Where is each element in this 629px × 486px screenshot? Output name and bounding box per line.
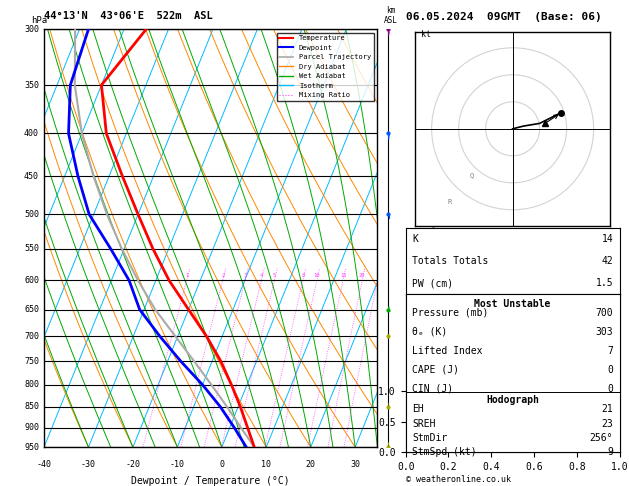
Text: –6: –6 bbox=[381, 195, 391, 204]
Text: –2: –2 bbox=[381, 381, 391, 389]
Text: Totals Totals: Totals Totals bbox=[412, 256, 489, 266]
Text: 900: 900 bbox=[24, 423, 39, 432]
Text: 256°: 256° bbox=[589, 433, 613, 443]
Text: 300: 300 bbox=[596, 333, 613, 343]
Text: 42: 42 bbox=[601, 256, 613, 266]
Text: –1: –1 bbox=[381, 415, 391, 424]
Text: –3: –3 bbox=[381, 332, 391, 341]
Text: 20: 20 bbox=[306, 460, 316, 469]
Text: -20: -20 bbox=[125, 460, 140, 469]
Text: 23: 23 bbox=[601, 418, 613, 429]
Text: -10: -10 bbox=[170, 460, 185, 469]
Text: 0: 0 bbox=[607, 365, 613, 375]
Text: 7.3: 7.3 bbox=[596, 307, 613, 317]
Text: Dewpoint / Temperature (°C): Dewpoint / Temperature (°C) bbox=[131, 476, 290, 486]
Text: 400: 400 bbox=[24, 129, 39, 138]
Text: θₑ(K): θₑ(K) bbox=[412, 333, 442, 343]
Text: 3: 3 bbox=[243, 274, 247, 278]
Text: –4: –4 bbox=[381, 294, 391, 303]
Text: Mixing Ratio (g/kg): Mixing Ratio (g/kg) bbox=[430, 191, 438, 286]
Text: hPa: hPa bbox=[31, 16, 47, 25]
Text: km
ASL: km ASL bbox=[384, 5, 398, 25]
Text: 15: 15 bbox=[340, 274, 347, 278]
Text: 06.05.2024  09GMT  (Base: 06): 06.05.2024 09GMT (Base: 06) bbox=[406, 12, 601, 22]
Text: θₑ (K): θₑ (K) bbox=[412, 327, 447, 337]
Text: 750: 750 bbox=[24, 357, 39, 366]
Text: 303: 303 bbox=[596, 327, 613, 337]
Text: LCL: LCL bbox=[381, 439, 396, 448]
Text: -30: -30 bbox=[81, 460, 96, 469]
Text: 10: 10 bbox=[314, 274, 320, 278]
Text: Lifted Index: Lifted Index bbox=[412, 346, 482, 356]
Text: 700: 700 bbox=[24, 332, 39, 341]
Text: 30: 30 bbox=[350, 460, 360, 469]
Text: EH: EH bbox=[412, 404, 424, 415]
Text: Surface: Surface bbox=[492, 300, 533, 310]
Text: PW (cm): PW (cm) bbox=[412, 278, 454, 288]
Text: –5: –5 bbox=[381, 251, 391, 260]
Text: CIN (J): CIN (J) bbox=[412, 372, 454, 382]
Text: 20: 20 bbox=[359, 274, 365, 278]
Text: Dewp (°C): Dewp (°C) bbox=[412, 320, 465, 330]
Text: 5: 5 bbox=[273, 274, 276, 278]
Text: 800: 800 bbox=[24, 381, 39, 389]
Text: 450: 450 bbox=[24, 172, 39, 181]
Text: CAPE (J): CAPE (J) bbox=[412, 365, 459, 375]
Text: Q: Q bbox=[469, 173, 474, 178]
Text: 1: 1 bbox=[185, 274, 188, 278]
Text: Hodograph: Hodograph bbox=[486, 395, 539, 405]
Text: 9: 9 bbox=[607, 447, 613, 457]
Text: 10: 10 bbox=[261, 460, 271, 469]
Text: 14: 14 bbox=[601, 234, 613, 244]
Text: 550: 550 bbox=[24, 244, 39, 253]
Text: 2: 2 bbox=[221, 274, 225, 278]
Text: 950: 950 bbox=[24, 443, 39, 451]
Text: 650: 650 bbox=[24, 305, 39, 314]
Text: 21: 21 bbox=[601, 404, 613, 415]
Text: CAPE (J): CAPE (J) bbox=[412, 359, 459, 369]
Text: StmDir: StmDir bbox=[412, 433, 447, 443]
Text: StmSpd (kt): StmSpd (kt) bbox=[412, 447, 477, 457]
Text: 5.5: 5.5 bbox=[596, 320, 613, 330]
Text: 600: 600 bbox=[24, 276, 39, 285]
Text: 8: 8 bbox=[301, 274, 304, 278]
Text: 7: 7 bbox=[607, 346, 613, 356]
Text: 850: 850 bbox=[24, 402, 39, 411]
Text: Temp (°C): Temp (°C) bbox=[412, 307, 465, 317]
Text: 8: 8 bbox=[607, 346, 613, 356]
Text: 44°13'N  43°06'E  522m  ASL: 44°13'N 43°06'E 522m ASL bbox=[44, 11, 213, 21]
Text: 350: 350 bbox=[24, 81, 39, 89]
Text: 700: 700 bbox=[596, 308, 613, 318]
Text: R: R bbox=[448, 199, 452, 206]
Text: 0: 0 bbox=[607, 372, 613, 382]
Text: K: K bbox=[412, 234, 418, 244]
Text: 500: 500 bbox=[24, 210, 39, 219]
Text: –8: –8 bbox=[381, 81, 391, 89]
Text: Pressure (mb): Pressure (mb) bbox=[412, 308, 489, 318]
Text: 1.5: 1.5 bbox=[596, 278, 613, 288]
Text: 0: 0 bbox=[607, 384, 613, 394]
Text: 3: 3 bbox=[607, 359, 613, 369]
Text: –7: –7 bbox=[381, 129, 391, 138]
Text: Lifted Index: Lifted Index bbox=[412, 346, 482, 356]
Text: Most Unstable: Most Unstable bbox=[474, 299, 551, 309]
Text: 4: 4 bbox=[260, 274, 263, 278]
Text: kt: kt bbox=[421, 30, 431, 39]
Text: -40: -40 bbox=[36, 460, 52, 469]
Text: SREH: SREH bbox=[412, 418, 436, 429]
Text: 300: 300 bbox=[24, 25, 39, 34]
Legend: Temperature, Dewpoint, Parcel Trajectory, Dry Adiabat, Wet Adiabat, Isotherm, Mi: Temperature, Dewpoint, Parcel Trajectory… bbox=[277, 33, 374, 101]
Text: CIN (J): CIN (J) bbox=[412, 384, 454, 394]
Text: © weatheronline.co.uk: © weatheronline.co.uk bbox=[406, 474, 511, 484]
Text: 0: 0 bbox=[220, 460, 225, 469]
